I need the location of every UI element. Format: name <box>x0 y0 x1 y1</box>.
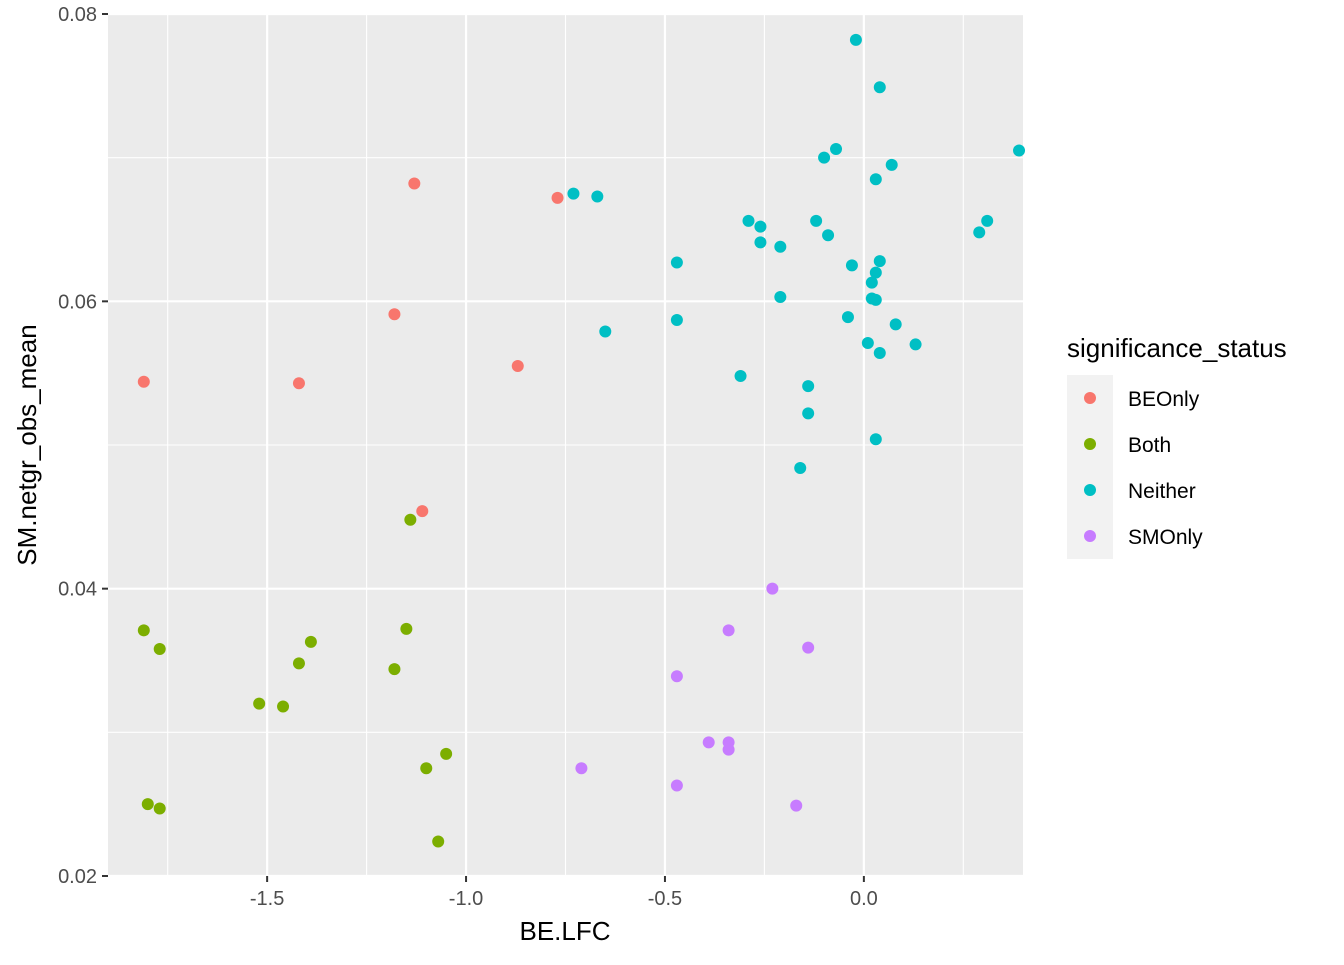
data-point-both <box>440 747 453 760</box>
data-point-neither <box>861 336 874 349</box>
x-tick-label: -1.5 <box>250 888 284 910</box>
x-tick-label: -1.0 <box>449 888 483 910</box>
data-point-both <box>388 663 401 676</box>
data-point-neither <box>873 347 886 360</box>
legend: significance_status BEOnly Both Neither SMO… <box>1067 333 1287 559</box>
legend-label-smonly: SMOnly <box>1128 526 1203 549</box>
data-point-both <box>153 643 166 656</box>
y-tick-label: 0.02 <box>58 866 97 888</box>
data-point-smonly <box>802 641 815 654</box>
data-point-smonly <box>670 670 683 683</box>
data-point-both <box>404 513 417 526</box>
data-point-neither <box>873 255 886 268</box>
legend-key-both <box>1084 438 1096 450</box>
data-point-neither <box>734 370 747 383</box>
data-point-neither <box>822 229 835 242</box>
data-point-neither <box>754 236 767 249</box>
x-tick-label: -0.5 <box>648 888 682 910</box>
data-point-both <box>292 657 305 670</box>
data-point-smonly <box>702 736 715 749</box>
data-point-neither <box>802 407 815 420</box>
legend-key-smonly <box>1084 530 1096 542</box>
data-point-both <box>277 700 290 713</box>
legend-key-background <box>1067 375 1113 559</box>
data-point-beonly <box>551 191 564 204</box>
legend-title: significance_status <box>1067 333 1287 363</box>
data-point-neither <box>973 226 986 239</box>
y-tick-label: 0.06 <box>58 291 97 313</box>
x-axis-title: BE.LFC <box>519 916 610 946</box>
data-point-neither <box>591 190 604 203</box>
data-point-neither <box>885 158 898 171</box>
data-point-both <box>137 624 150 637</box>
y-tick-label: 0.04 <box>58 579 97 601</box>
data-point-beonly <box>137 375 150 388</box>
y-axis-title: SM.netgr_obs_mean <box>12 324 42 565</box>
data-point-neither <box>567 187 580 200</box>
data-point-smonly <box>790 799 803 812</box>
data-point-neither <box>873 81 886 94</box>
legend-label-both: Both <box>1128 434 1171 457</box>
legend-key-neither <box>1084 484 1096 496</box>
legend-label-neither: Neither <box>1128 480 1196 503</box>
data-point-neither <box>909 338 922 351</box>
data-point-both <box>153 802 166 815</box>
data-point-neither <box>670 256 683 269</box>
data-point-smonly <box>670 779 683 792</box>
data-point-both <box>141 798 154 811</box>
data-point-neither <box>869 433 882 446</box>
data-point-neither <box>849 33 862 46</box>
data-point-both <box>400 622 413 635</box>
data-point-smonly <box>722 624 735 637</box>
data-point-smonly <box>575 762 588 775</box>
data-point-neither <box>845 259 858 272</box>
data-point-neither <box>754 220 767 233</box>
data-point-neither <box>981 214 994 227</box>
legend-label-beonly: BEOnly <box>1128 388 1200 411</box>
axes: -1.5 -1.0 -0.5 0.0 0.02 0.04 0.06 0.08 <box>58 4 878 910</box>
data-point-neither <box>774 291 787 304</box>
data-points <box>137 33 1026 848</box>
data-point-neither <box>889 318 902 331</box>
data-point-beonly <box>416 505 429 518</box>
grid-lines <box>108 12 1023 878</box>
data-point-beonly <box>292 377 305 390</box>
data-point-neither <box>810 214 823 227</box>
data-point-both <box>420 762 433 775</box>
data-point-neither <box>841 311 854 324</box>
data-point-neither <box>794 461 807 474</box>
data-point-neither <box>818 151 831 164</box>
data-point-both <box>253 697 266 710</box>
data-point-neither <box>774 240 787 253</box>
data-point-neither <box>869 293 882 306</box>
data-point-neither <box>742 214 755 227</box>
data-point-neither <box>670 314 683 327</box>
data-point-neither <box>1013 144 1026 157</box>
legend-key-beonly <box>1084 392 1096 404</box>
data-point-neither <box>599 325 612 338</box>
data-point-beonly <box>408 177 421 190</box>
data-point-neither <box>865 276 878 289</box>
data-point-beonly <box>511 359 524 372</box>
data-point-neither <box>830 143 843 156</box>
data-point-beonly <box>388 308 401 321</box>
data-point-both <box>432 835 445 848</box>
data-point-smonly <box>722 743 735 756</box>
y-tick-label: 0.08 <box>58 4 97 26</box>
data-point-neither <box>802 380 815 393</box>
data-point-neither <box>869 173 882 186</box>
x-tick-label: 0.0 <box>850 888 878 910</box>
data-point-smonly <box>766 582 779 595</box>
data-point-neither <box>869 266 882 279</box>
data-point-both <box>304 635 317 648</box>
